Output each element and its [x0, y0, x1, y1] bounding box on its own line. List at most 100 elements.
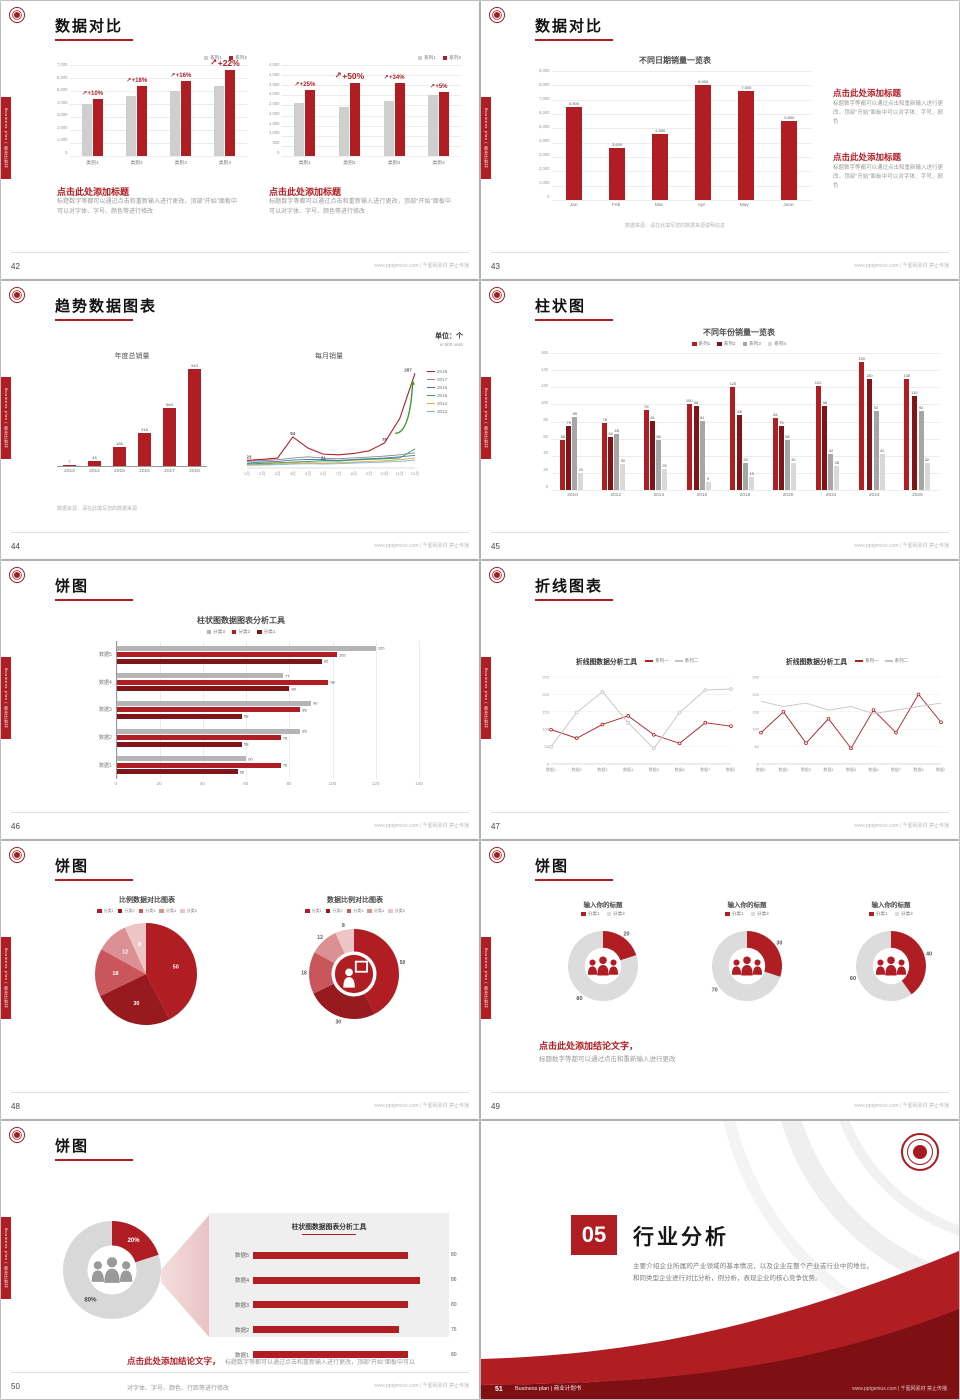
category-label: 2026 [912, 493, 923, 498]
legend-label: 2014 [437, 401, 448, 406]
bar [705, 482, 711, 490]
brand-seal-icon [489, 287, 505, 303]
growth-annotation: ↗ +10% [82, 90, 103, 97]
bar-value-label: 7,600 [741, 85, 752, 91]
bar-group: ↗ +16% [170, 65, 191, 156]
page-number: 49 [491, 1102, 500, 1111]
legend-label: 分类1 [263, 629, 276, 634]
bar-analysis-panel: 柱状图数据图表分析工具 数据5 80 数据4 86 数据3 80 数据2 75 数据1 80 [209, 1213, 457, 1359]
slide-43[interactable]: Business plan | 商业计划书 数据对比 不同日期销量一览表 9,0… [481, 1, 959, 279]
footer-watermark: www.pptgenius.com | 千图网素材 禁止传播 [854, 543, 949, 549]
legend-item: 分类2 [750, 911, 769, 917]
footer-watermark: www.pptgenius.com | 千图网素材 禁止传播 [854, 1103, 949, 1109]
slide-44[interactable]: Business plan | 商业计划书 趋势数据图表 单位：个 in 900… [1, 281, 479, 559]
sidebar-vertical-label: Business plan | 商业计划书 [1, 97, 11, 179]
title-underline [55, 1159, 133, 1161]
person-icon-body [731, 966, 742, 975]
bar-group: 7 [63, 363, 76, 466]
bar [560, 440, 566, 490]
chart-legend: 系列1 系列2 [57, 55, 247, 61]
slide-42[interactable]: Business plan | 商业计划书 数据对比 系列1 系列2 7,000 6… [1, 1, 479, 279]
bar-wrap: 42 [879, 353, 885, 490]
x-axis-labels: 0 20 40 60 80 100 120 140 [115, 779, 423, 789]
page-number: 46 [11, 822, 20, 831]
bar-wrap: 84 [772, 353, 778, 490]
gridline [551, 421, 939, 422]
bar-value-label: 30 [620, 458, 625, 464]
person-icon-head [877, 959, 884, 966]
legend-swatch [742, 341, 747, 347]
legend-label: 系列1 [210, 55, 222, 60]
legend-swatch [427, 410, 435, 413]
circle [781, 709, 786, 714]
gridline [332, 641, 334, 779]
growth-annotation: ↗ +34% [384, 74, 405, 81]
slide-46[interactable]: Business plan | 商业计划书 饼图 柱状图数据图表分析工具 分类3… [1, 561, 479, 839]
bar-row: 数据3 80 [225, 1301, 465, 1309]
slide-47[interactable]: Business plan | 商业计划书 折线图表 折线图数据分析工具 系列一… [481, 561, 959, 839]
bar-group: 943 [188, 363, 201, 466]
bar-wrap: 75 [566, 353, 572, 490]
text: 数据3 [801, 766, 812, 772]
footer-watermark: www.pptgenius.com | 千图网素材 禁止传播 [854, 263, 949, 269]
pie-slice [95, 949, 146, 997]
slide-48[interactable]: Business plan | 商业计划书 饼图 比例数据对比图表 分类1 分类2… [1, 841, 479, 1119]
bar-value-label: 943 [191, 363, 198, 368]
legend-item: 分类3 [138, 908, 155, 914]
plot-area: ↗ +25% ↗ +50% ↗ +34% ↗ +5% [282, 65, 461, 157]
legend-swatch [388, 908, 393, 914]
bar-value-label: 85 [572, 411, 578, 417]
data-source-note: 数据来源：请在此填写您的数据来源 [57, 506, 138, 512]
legend-label: 系列3 [749, 341, 761, 346]
legend-item: 分类1 [725, 911, 744, 917]
legend-label: 分类3 [353, 908, 364, 913]
person-icon-head [898, 959, 905, 966]
legend-swatch [180, 908, 185, 914]
bar-wrap: 120 [729, 353, 736, 490]
data-source-note: 数据来源：请在此填写您的数据来源说明信息 [624, 223, 725, 229]
person-icon-head [754, 959, 761, 966]
circle [759, 730, 763, 735]
slide-51-section-divider[interactable]: 05 行业分析 主要介绍企业所属的产业领域的基本情况，以及企业在整个产业或行业中… [481, 1121, 959, 1399]
slice-value-label: 20% [128, 1238, 141, 1244]
bar [609, 148, 626, 200]
text: 0 [547, 762, 550, 767]
legend-label: 分类1 [103, 908, 114, 913]
bar-groups: ↗ +10% ↗ +18% ↗ +16% ↗ +22% [70, 57, 247, 156]
bar-row: 数据1 80 [225, 1351, 465, 1359]
pie-slice [124, 923, 146, 974]
seal-center [13, 11, 21, 19]
growth-annotation: ↗ +18% [126, 77, 147, 84]
bar-value-label: 98 [330, 679, 335, 685]
legend-swatch [257, 629, 262, 635]
person-icon-head [345, 968, 353, 977]
bar-value-label: 45 [92, 455, 97, 461]
y-tick-label: 2,000 [57, 124, 68, 130]
text: 数据9 [936, 766, 945, 772]
legend-item: 系列2 [228, 55, 247, 61]
sidebar-vertical-label: Business plan | 商业计划书 [1, 1217, 11, 1299]
category-label: Apr [697, 203, 706, 208]
legend-swatch [855, 660, 864, 662]
footer-watermark: www.pptgenius.com | 千图网素材 禁止传播 [374, 1383, 469, 1389]
slide-45[interactable]: Business plan | 商业计划书 柱状图 不同年份销量一览表 系列1 系… [481, 281, 959, 559]
slide-50[interactable]: Business plan | 商业计划书 饼图 20% 80% 柱状图数据图表分… [1, 1121, 479, 1399]
circle [677, 741, 682, 746]
slide-49[interactable]: Business plan | 商业计划书 饼图 输入你的标题 分类1 分类2 2… [481, 841, 959, 1119]
bar-groups: 6,500 3,600 4,590 8,000 7,600 5,500 [552, 71, 811, 200]
category-labels: 数据5 数据4 数据3 数据2 数据1 [99, 641, 116, 779]
bar [866, 378, 872, 490]
bar-value-label: 186 [116, 440, 123, 446]
bar [822, 406, 828, 490]
bar: 85 [116, 707, 307, 713]
bar-value-label: 84 [773, 412, 778, 418]
y-tick-label: 4,000 [57, 99, 68, 105]
bar [828, 454, 834, 490]
plot-and-categories: 6,500 3,600 4,590 8,000 7,600 5,500 Jan Feb Mar A… [552, 71, 811, 211]
legend-item: 系列二 [884, 658, 908, 664]
gridline [70, 104, 247, 105]
conclusion-paragraph: 点击此处添加结论文字， 标题数字等都可以通过点击和重新输入进行更改，顶部“开始”… [127, 1347, 419, 1398]
text: 150 [752, 709, 759, 714]
bar [918, 411, 924, 490]
y-tick-label: 0 [65, 149, 68, 155]
